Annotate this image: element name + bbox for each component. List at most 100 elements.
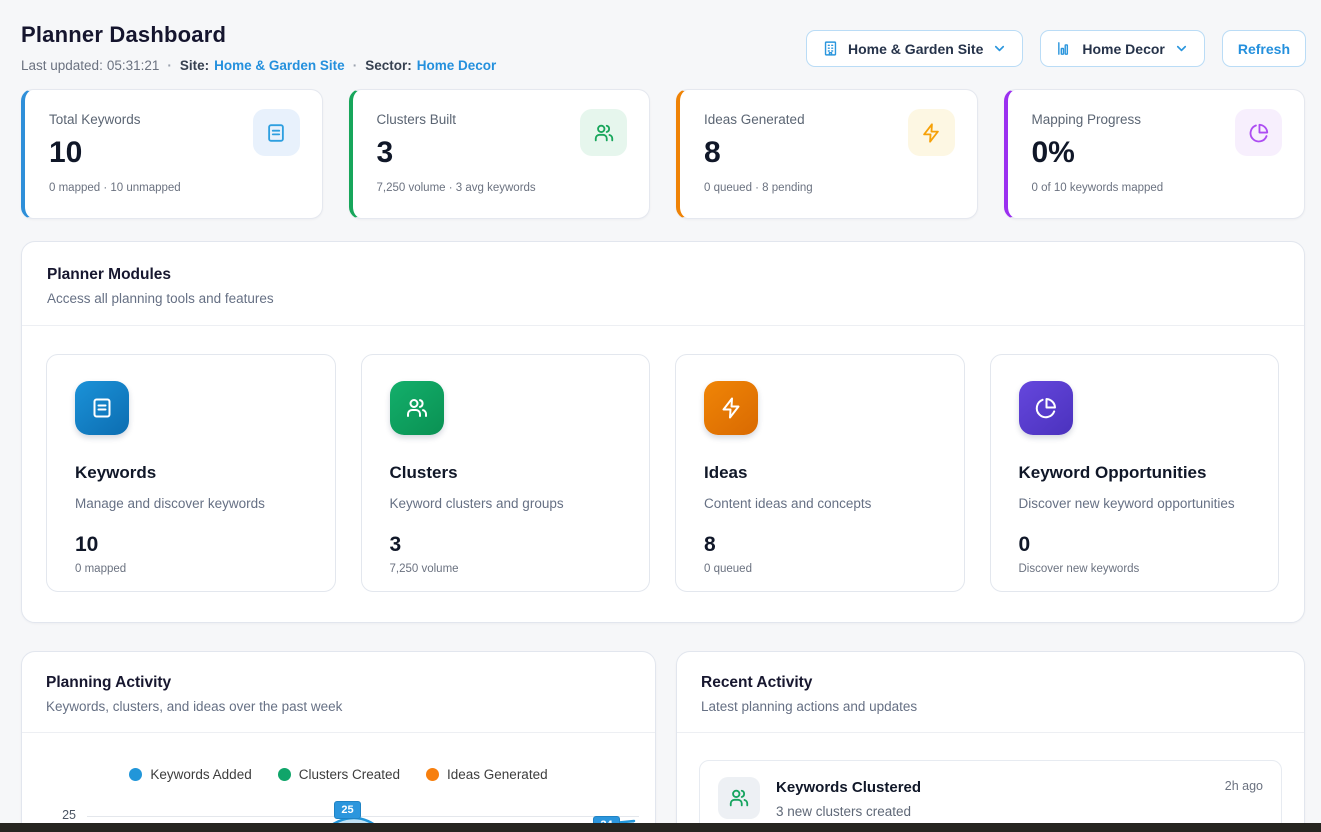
- module-title: Ideas: [704, 463, 748, 482]
- refresh-button-label: Refresh: [1237, 40, 1290, 57]
- activity-item-keywords-clustered: Keywords Clustered 3 new clusters create…: [699, 760, 1282, 832]
- lightning-icon: [907, 109, 955, 156]
- legend-dot-icon: [426, 768, 440, 781]
- document-lines-icon: [252, 109, 300, 156]
- planning-activity-title: Planning Activity: [46, 674, 172, 691]
- recent-activity-list: Keywords Clustered 3 new clusters create…: [677, 733, 1304, 832]
- sector-link[interactable]: Home Decor: [416, 58, 497, 73]
- users-icon: [389, 381, 444, 435]
- stat-sub: 0 of 10 keywords mapped: [1031, 182, 1164, 194]
- stat-label: Mapping Progress: [1031, 112, 1142, 127]
- legend-label: Clusters Created: [298, 767, 401, 782]
- module-value: 3: [389, 533, 402, 556]
- planning-activity-panel: Planning Activity Keywords, clusters, an…: [21, 651, 656, 832]
- sector-selector-label: Home Decor: [1082, 40, 1165, 57]
- activity-item-timestamp: 2h ago: [1224, 779, 1263, 793]
- module-sub: Discover new keywords: [1018, 563, 1140, 575]
- module-title: Keyword Opportunities: [1018, 463, 1207, 482]
- planner-modules-section: Planner Modules Access all planning tool…: [21, 241, 1305, 623]
- legend-dot-icon: [277, 768, 291, 781]
- page-title: Planner Dashboard: [21, 22, 227, 47]
- module-value: 10: [75, 533, 99, 556]
- stat-value: 0%: [1031, 136, 1075, 169]
- module-description: Keyword clusters and groups: [389, 496, 564, 511]
- pie-chart-icon: [1018, 381, 1073, 435]
- pie-chart-icon: [1235, 109, 1282, 156]
- activity-item-content: Keywords Clustered 3 new clusters create…: [776, 777, 1209, 819]
- stat-value: 10: [49, 136, 83, 169]
- stat-label: Clusters Built: [376, 112, 457, 127]
- site-selector-label: Home & Garden Site: [848, 40, 984, 57]
- y-axis-tick: 25: [62, 808, 76, 822]
- module-description: Discover new keyword opportunities: [1018, 496, 1235, 511]
- recent-activity-subtitle: Latest planning actions and updates: [701, 699, 918, 714]
- stat-card-ideas-generated: Ideas Generated 8 0 queued · 8 pending: [676, 89, 978, 219]
- divider: [22, 325, 1304, 326]
- divider: [677, 732, 1304, 733]
- gridline: [87, 816, 639, 817]
- legend-item-keywords-added[interactable]: Keywords Added: [129, 767, 252, 782]
- site-link[interactable]: Home & Garden Site: [214, 58, 345, 73]
- module-value: 8: [704, 533, 716, 556]
- divider: [22, 732, 655, 733]
- stat-label: Total Keywords: [49, 112, 141, 127]
- module-description: Content ideas and concepts: [704, 496, 872, 511]
- modules-subtitle: Access all planning tools and features: [47, 291, 274, 306]
- site-label: Site:: [179, 58, 210, 73]
- module-sub: 7,250 volume: [389, 563, 459, 575]
- users-icon: [718, 777, 760, 819]
- legend-item-ideas-generated[interactable]: Ideas Generated: [426, 767, 548, 782]
- planning-activity-subtitle: Keywords, clusters, and ideas over the p…: [46, 699, 343, 714]
- chart-legend: Keywords Added Clusters Created Ideas Ge…: [38, 767, 639, 782]
- module-sub: 0 mapped: [75, 563, 127, 575]
- stat-value: 3: [376, 136, 394, 169]
- sector-selector-dropdown[interactable]: Home Decor: [1040, 30, 1205, 67]
- module-title: Keywords: [75, 463, 157, 482]
- stat-label: Ideas Generated: [704, 112, 805, 127]
- module-title: Clusters: [389, 463, 458, 482]
- page-meta: Last updated: 05:31:21 · Site: Home & Ga…: [21, 58, 1305, 73]
- last-updated-value: 05:31:21: [106, 58, 160, 73]
- stat-sub: 0 mapped · 10 unmapped: [49, 182, 181, 194]
- module-card-keyword-opportunities[interactable]: Keyword Opportunities Discover new keywo…: [989, 354, 1279, 592]
- activity-item-title: Keywords Clustered: [776, 779, 922, 796]
- modules-title: Planner Modules: [47, 266, 172, 283]
- stat-value: 8: [704, 136, 721, 169]
- stat-sub: 7,250 volume · 3 avg keywords: [376, 182, 536, 194]
- meta-separator: ·: [352, 58, 358, 73]
- recent-activity-header: Recent Activity Latest planning actions …: [677, 652, 1304, 732]
- chevron-down-icon: [992, 41, 1007, 56]
- modules-header: Planner Modules Access all planning tool…: [22, 242, 1304, 325]
- recent-activity-panel: Recent Activity Latest planning actions …: [676, 651, 1305, 832]
- stats-row: Total Keywords 10 0 mapped · 10 unmapped…: [21, 89, 1305, 219]
- bar-chart-icon: [1056, 40, 1073, 57]
- module-card-keywords[interactable]: Keywords Manage and discover keywords 10…: [46, 354, 336, 592]
- sector-label: Sector:: [365, 58, 412, 73]
- activity-item-description: 3 new clusters created: [776, 804, 912, 819]
- refresh-button[interactable]: Refresh: [1221, 30, 1306, 67]
- header-controls: Home & Garden Site Home Decor: [806, 30, 1306, 67]
- stat-card-mapping-progress: Mapping Progress 0% 0 of 10 keywords map…: [1003, 89, 1305, 219]
- modules-grid: Keywords Manage and discover keywords 10…: [22, 326, 1304, 622]
- legend-dot-icon: [129, 768, 143, 781]
- recent-activity-title: Recent Activity: [701, 674, 813, 691]
- bottom-row: Planning Activity Keywords, clusters, an…: [21, 651, 1305, 832]
- stat-sub: 0 queued · 8 pending: [704, 182, 813, 194]
- stat-card-clusters-built: Clusters Built 3 7,250 volume · 3 avg ke…: [348, 89, 650, 219]
- chevron-down-icon: [1174, 41, 1189, 56]
- site-selector-dropdown[interactable]: Home & Garden Site: [806, 30, 1024, 67]
- meta-separator: ·: [167, 58, 172, 73]
- data-point-label: 25: [334, 801, 361, 819]
- building-icon: [822, 40, 839, 57]
- users-icon: [580, 109, 627, 156]
- module-card-ideas[interactable]: Ideas Content ideas and concepts 8 0 que…: [675, 354, 965, 592]
- planning-activity-header: Planning Activity Keywords, clusters, an…: [22, 652, 655, 732]
- legend-label: Keywords Added: [150, 767, 252, 782]
- module-card-clusters[interactable]: Clusters Keyword clusters and groups 3 7…: [360, 354, 650, 592]
- module-description: Manage and discover keywords: [75, 496, 265, 511]
- legend-item-clusters-created[interactable]: Clusters Created: [277, 767, 401, 782]
- bottom-chrome-bar: [0, 823, 1321, 832]
- stat-card-total-keywords: Total Keywords 10 0 mapped · 10 unmapped: [21, 89, 323, 219]
- module-sub: 0 queued: [704, 563, 752, 575]
